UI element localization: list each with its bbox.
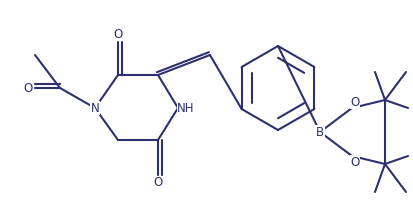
Text: NH: NH bbox=[177, 102, 194, 114]
Text: N: N bbox=[90, 102, 99, 114]
Text: O: O bbox=[113, 27, 122, 41]
Text: O: O bbox=[349, 95, 359, 108]
Text: O: O bbox=[23, 81, 33, 95]
Text: O: O bbox=[349, 156, 359, 168]
Text: B: B bbox=[315, 125, 323, 138]
Text: O: O bbox=[153, 176, 162, 189]
